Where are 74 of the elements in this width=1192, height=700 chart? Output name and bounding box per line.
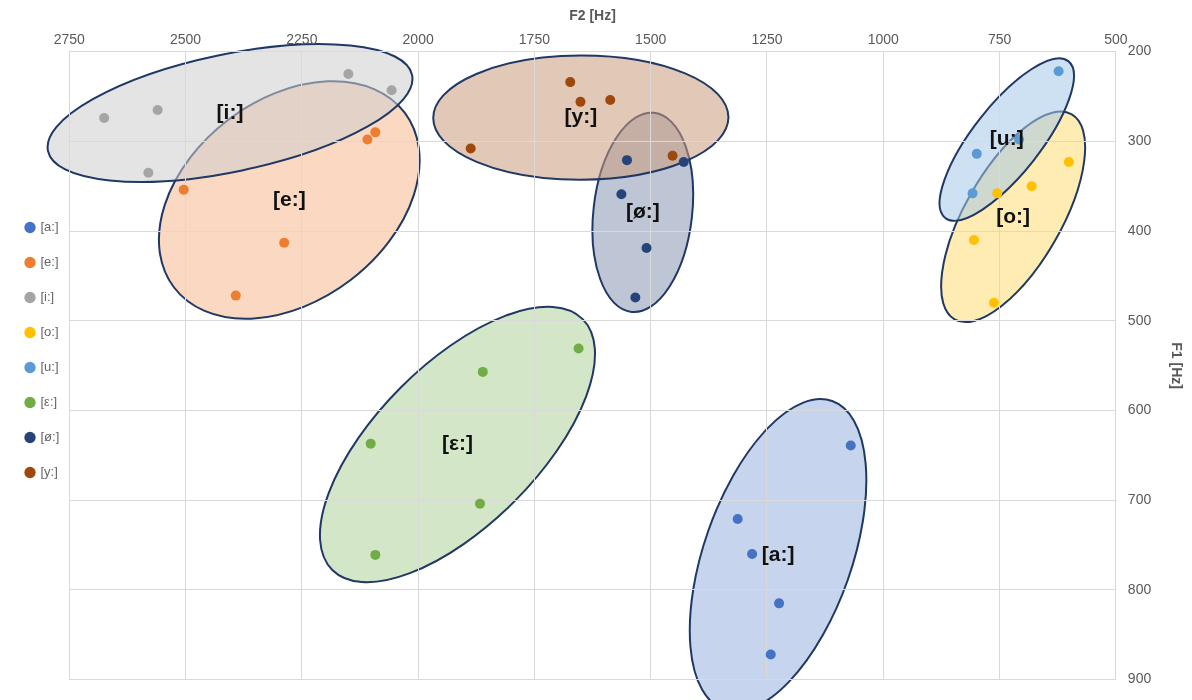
annotation: [a:]: [761, 542, 795, 566]
point: [362, 134, 373, 145]
point: [621, 155, 632, 166]
y-tick-label: 800: [1127, 580, 1152, 597]
point: [230, 290, 241, 301]
y-tick-label: 900: [1127, 670, 1152, 687]
legend-label: [u:]: [40, 359, 59, 375]
x-tick-label: 1000: [867, 31, 900, 48]
point: [747, 549, 758, 559]
annotation: [o:]: [996, 203, 1031, 227]
x-tick-label: 500: [1104, 31, 1128, 48]
annotation: [ε:]: [442, 431, 473, 455]
point: [477, 366, 488, 377]
annotation: [u:]: [989, 126, 1024, 150]
legend-label: [a:]: [40, 219, 59, 235]
legend-label: [o:]: [40, 324, 59, 340]
point: [678, 156, 689, 167]
point: [992, 188, 1003, 199]
legend-label: [y:]: [40, 464, 58, 480]
x-tick-label: 2500: [169, 31, 202, 48]
legend-label: [ø:]: [40, 429, 60, 445]
legend-label: [ε:]: [40, 394, 58, 410]
point: [575, 96, 586, 107]
point: [143, 167, 154, 178]
point: [370, 127, 381, 138]
x-tick-label: 2000: [402, 31, 434, 48]
annotation: [y:]: [564, 104, 598, 128]
point: [845, 440, 856, 451]
legend-label: [e:]: [40, 254, 59, 270]
point: [475, 498, 485, 509]
point: [386, 85, 397, 96]
point: [178, 184, 189, 195]
x-tick-label: 2750: [53, 31, 86, 48]
point: [365, 438, 376, 449]
point: [732, 514, 743, 525]
x-tick-label: 1250: [751, 31, 783, 48]
point: [99, 112, 110, 123]
point: [616, 189, 627, 200]
point: [152, 104, 163, 115]
point: [971, 148, 982, 159]
x-tick-label: 750: [987, 31, 1012, 48]
point: [765, 649, 776, 660]
point: [465, 143, 476, 154]
annotation: [e:]: [272, 186, 306, 210]
point: [967, 188, 978, 199]
point: [968, 235, 979, 245]
legend-label: [i:]: [40, 289, 55, 305]
point: [1063, 156, 1074, 167]
annotation: [i:]: [216, 99, 244, 123]
y-tick-label: 500: [1127, 311, 1152, 328]
point: [1053, 66, 1064, 77]
y-tick-label: 300: [1127, 132, 1152, 149]
point: [343, 69, 354, 80]
annotation: [ø:]: [625, 199, 660, 223]
point: [667, 150, 678, 161]
point: [1026, 181, 1037, 192]
y-axis-title: F1 [Hz]: [1168, 342, 1185, 389]
point: [573, 343, 584, 354]
point: [565, 77, 576, 88]
point: [641, 243, 652, 254]
y-tick-label: 200: [1127, 42, 1152, 59]
y-tick-label: 700: [1127, 491, 1152, 508]
x-tick-label: 1500: [635, 31, 667, 48]
point: [988, 297, 999, 308]
y-tick-label: 400: [1127, 221, 1152, 238]
point: [774, 598, 785, 609]
point: [279, 237, 290, 248]
x-axis-title: F2 [Hz]: [569, 7, 616, 24]
x-tick-label: 2250: [286, 31, 318, 48]
y-tick-label: 600: [1127, 401, 1152, 418]
point: [370, 549, 381, 560]
x-tick-label: 1750: [518, 31, 551, 48]
point: [605, 95, 616, 106]
point: [630, 292, 641, 303]
